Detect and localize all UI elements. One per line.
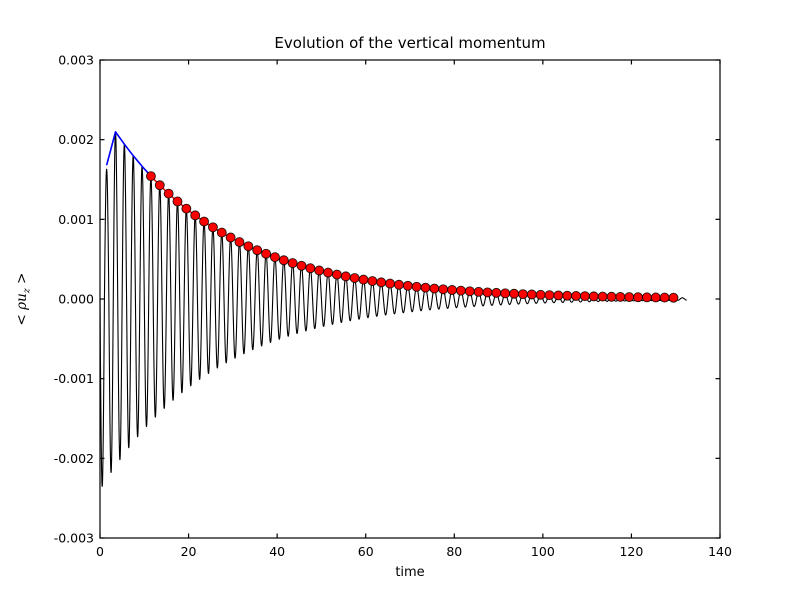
peak-marker xyxy=(207,222,218,233)
peak-marker xyxy=(367,276,378,286)
peak-marker xyxy=(571,290,582,301)
series-layer xyxy=(99,131,688,487)
peak-marker xyxy=(190,210,201,221)
peak-marker xyxy=(278,255,289,266)
y-axis-label-body: ρu xyxy=(14,293,30,311)
peak-marker xyxy=(287,258,298,269)
peak-marker xyxy=(491,287,502,298)
peak-marker xyxy=(650,292,661,303)
peak-marker xyxy=(633,292,644,303)
peak-marker xyxy=(376,277,387,288)
peak-marker xyxy=(349,273,360,283)
x-tick-label: 40 xyxy=(269,544,285,559)
peak-marker xyxy=(163,188,174,199)
peak-marker xyxy=(305,263,316,274)
peak-marker xyxy=(438,284,449,295)
peak-marker xyxy=(199,216,210,227)
peak-marker xyxy=(597,291,608,302)
peak-marker xyxy=(482,287,493,298)
y-tick-label: -0.002 xyxy=(54,451,94,466)
peak-marker xyxy=(447,285,458,295)
peak-marker xyxy=(181,203,192,214)
peak-marker xyxy=(172,196,183,207)
x-tick-label: 60 xyxy=(358,544,374,559)
x-tick-label: 20 xyxy=(181,544,197,559)
peak-marker xyxy=(314,265,325,276)
y-tick-label: -0.003 xyxy=(54,531,94,546)
signal-curve xyxy=(99,131,688,487)
peak-marker xyxy=(145,171,156,182)
peak-marker xyxy=(393,279,404,290)
peak-marker xyxy=(517,289,528,300)
peak-marker xyxy=(535,289,546,300)
axis-ticks xyxy=(99,59,721,539)
peak-marker xyxy=(331,269,342,280)
peak-marker xyxy=(402,280,413,291)
y-tick-labels: 0.003 0.002 0.001 0.000 -0.001 -0.002 -0.003 xyxy=(54,53,94,546)
y-axis-label-subscript: z xyxy=(22,287,33,294)
y-axis-label-post: > xyxy=(14,273,30,289)
peak-marker xyxy=(615,291,626,302)
peak-marker xyxy=(606,291,617,302)
peak-marker xyxy=(296,260,307,271)
peak-marker xyxy=(659,292,670,303)
peak-marker xyxy=(668,292,679,303)
peak-marker xyxy=(243,241,254,252)
x-tick-label: 120 xyxy=(619,544,643,559)
peak-marker xyxy=(323,267,334,278)
x-tick-label: 140 xyxy=(708,544,732,559)
peak-marker xyxy=(562,290,573,301)
peak-marker xyxy=(455,285,466,296)
peak-marker xyxy=(624,292,635,303)
y-axis-label: < ρuz > xyxy=(14,273,33,326)
peak-marker xyxy=(216,227,227,238)
peak-marker xyxy=(154,180,165,191)
peak-marker xyxy=(358,274,369,285)
y-tick-label: -0.001 xyxy=(54,371,94,386)
peak-marker xyxy=(544,290,555,301)
y-tick-label: 0.000 xyxy=(58,292,94,307)
peak-marker xyxy=(261,248,272,259)
peak-marker xyxy=(252,245,263,256)
peak-marker xyxy=(553,290,564,301)
peak-marker xyxy=(526,289,537,300)
peak-marker xyxy=(579,291,590,302)
y-axis-label-pre: < xyxy=(14,310,30,326)
peak-marker xyxy=(411,281,422,292)
peak-marker xyxy=(420,282,431,293)
peak-marker xyxy=(500,288,511,299)
y-tick-label: 0.002 xyxy=(58,132,94,147)
peak-marker xyxy=(588,291,599,302)
x-tick-label: 80 xyxy=(446,544,462,559)
peak-marker xyxy=(225,232,236,243)
x-tick-label: 0 xyxy=(96,544,104,559)
peak-marker xyxy=(269,252,280,263)
peak-marker xyxy=(464,286,475,297)
x-axis-label: time xyxy=(395,565,424,580)
peak-envelope-line xyxy=(105,131,152,177)
chart-title: Evolution of the vertical momentum xyxy=(274,34,545,52)
peak-marker xyxy=(340,271,351,282)
peak-marker xyxy=(509,288,520,299)
x-tick-labels: 0 20 40 60 80 100 120 140 xyxy=(96,544,732,559)
peak-marker xyxy=(234,237,245,248)
peak-marker xyxy=(473,286,484,297)
peak-marker xyxy=(429,283,440,294)
peak-marker xyxy=(641,292,652,303)
y-tick-label: 0.003 xyxy=(58,53,94,68)
x-tick-label: 100 xyxy=(531,544,555,559)
peak-marker xyxy=(385,278,396,289)
y-tick-label: 0.001 xyxy=(58,212,94,227)
